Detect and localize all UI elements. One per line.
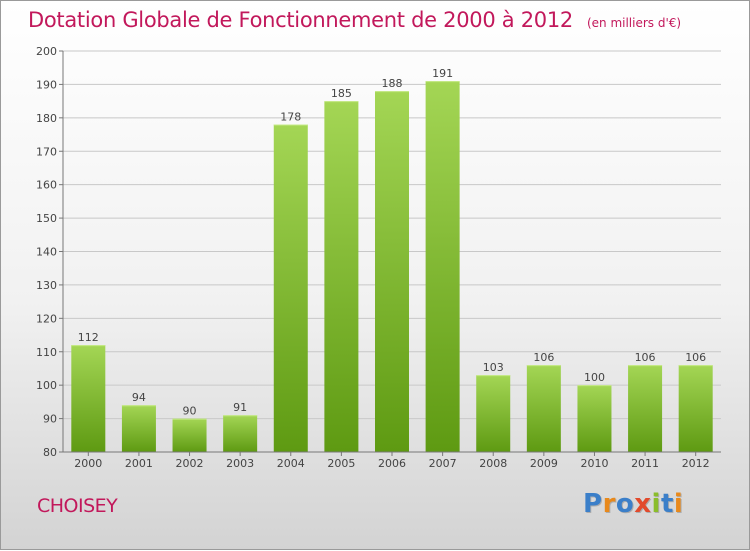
y-tick-label: 110 [36, 346, 57, 359]
logo-letter: i [673, 489, 684, 519]
bar-value-label: 112 [78, 331, 99, 344]
y-tick-label: 120 [36, 312, 57, 325]
x-tick-label: 2011 [631, 457, 659, 470]
bar [71, 345, 106, 452]
y-tick-label: 80 [43, 446, 57, 459]
y-tick-label: 130 [36, 279, 57, 292]
unit-note: (en milliers d'€) [586, 16, 682, 30]
x-tick-label: 2012 [682, 457, 710, 470]
bar [476, 375, 511, 452]
bar-value-label: 185 [331, 87, 352, 100]
y-tick-label: 190 [36, 78, 57, 91]
bar-value-label: 106 [685, 351, 706, 364]
bar [425, 81, 460, 452]
bar-value-label: 191 [432, 67, 453, 80]
bar [273, 124, 308, 453]
x-tick-label: 2000 [74, 457, 102, 470]
x-tick-label: 2005 [327, 457, 355, 470]
x-tick-label: 2006 [378, 457, 406, 470]
logo-letter: x [634, 489, 652, 519]
x-tick-label: 2003 [226, 457, 254, 470]
bar-value-label: 94 [132, 391, 146, 404]
bar [324, 101, 359, 452]
y-tick-label: 90 [43, 413, 57, 426]
bar-value-label: 91 [233, 401, 247, 414]
logo-letter: r [602, 489, 616, 519]
y-tick-label: 140 [36, 246, 57, 259]
proxiti-logo[interactable]: Proxiti [583, 489, 683, 519]
y-tick-label: 150 [36, 212, 57, 225]
bar-value-label: 178 [280, 111, 301, 124]
logo-letter: P [583, 489, 603, 519]
x-tick-label: 2007 [429, 457, 457, 470]
bar-value-label: 100 [584, 371, 605, 384]
y-tick-label: 180 [36, 112, 57, 125]
place-name: CHOISEY [37, 495, 118, 517]
bar [526, 365, 561, 452]
x-tick-label: 2004 [277, 457, 305, 470]
x-tick-label: 2009 [530, 457, 558, 470]
logo-letter: t [660, 489, 674, 519]
bar [121, 405, 156, 452]
y-tick-label: 160 [36, 179, 57, 192]
bar [375, 91, 409, 452]
y-tick-label: 100 [36, 379, 57, 392]
bar-value-label: 103 [483, 361, 504, 374]
bar [577, 385, 612, 452]
bar-value-label: 90 [183, 405, 197, 418]
bar [172, 418, 207, 452]
bar [678, 365, 713, 452]
bar [223, 415, 258, 452]
bar-value-label: 106 [635, 351, 656, 364]
bar-value-label: 106 [533, 351, 554, 364]
y-tick-label: 170 [36, 145, 57, 158]
chart-title: Dotation Globale de Fonctionnement de 20… [28, 8, 681, 32]
x-tick-label: 2001 [125, 457, 153, 470]
bar [628, 365, 663, 452]
x-tick-label: 2002 [176, 457, 204, 470]
x-tick-label: 2010 [580, 457, 608, 470]
y-tick-label: 200 [36, 45, 57, 58]
title-text: Dotation Globale de Fonctionnement de 20… [28, 8, 573, 32]
logo-letter: i [651, 489, 661, 519]
bar-value-label: 188 [382, 77, 403, 90]
x-tick-label: 2008 [479, 457, 507, 470]
logo-letter: o [615, 489, 635, 519]
